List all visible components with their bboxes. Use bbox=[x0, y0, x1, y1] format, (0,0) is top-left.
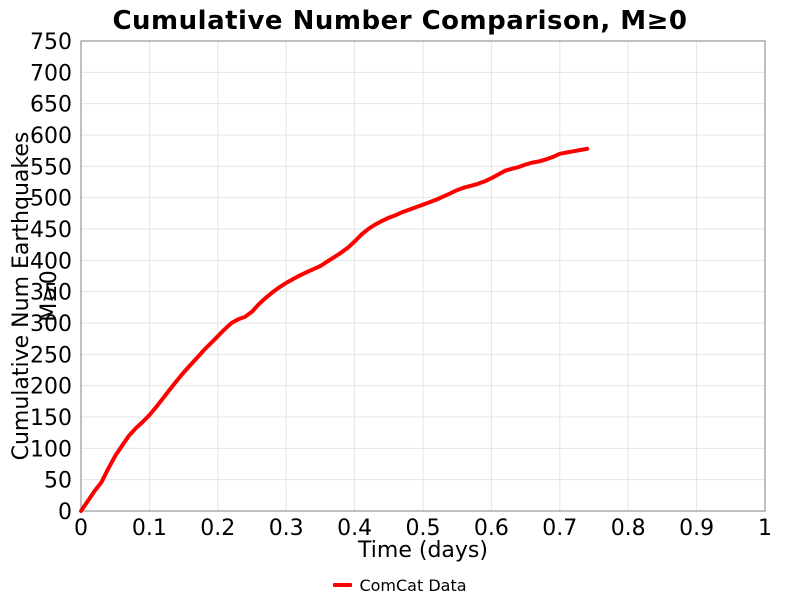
y-tick-label: 550 bbox=[30, 155, 72, 180]
y-tick-label: 300 bbox=[30, 312, 72, 337]
x-tick-label: 0.9 bbox=[679, 516, 714, 541]
x-tick-label: 0.1 bbox=[132, 516, 167, 541]
y-tick-label: 150 bbox=[30, 406, 72, 431]
y-tick-label: 50 bbox=[44, 469, 72, 494]
x-tick-label: 0.5 bbox=[406, 516, 441, 541]
y-tick-label: 700 bbox=[30, 61, 72, 86]
y-tick-label: 400 bbox=[30, 249, 72, 274]
y-tick-label: 250 bbox=[30, 343, 72, 368]
x-tick-label: 0.8 bbox=[611, 516, 646, 541]
x-tick-label: 0 bbox=[74, 516, 88, 541]
y-tick-label: 450 bbox=[30, 218, 72, 243]
y-tick-label: 200 bbox=[30, 375, 72, 400]
x-tick-label: 0.2 bbox=[200, 516, 235, 541]
x-tick-label: 0.3 bbox=[269, 516, 304, 541]
y-tick-label: 650 bbox=[30, 93, 72, 118]
x-tick-label: 1 bbox=[758, 516, 772, 541]
chart-title: Cumulative Number Comparison, M≥0 bbox=[112, 6, 688, 36]
x-axis-label: Time (days) bbox=[358, 538, 488, 563]
legend-label: ComCat Data bbox=[359, 575, 467, 595]
y-tick-label: 500 bbox=[30, 187, 72, 212]
x-tick-label: 0.6 bbox=[474, 516, 509, 541]
plot-border bbox=[80, 40, 766, 512]
y-tick-label: 350 bbox=[30, 281, 72, 306]
y-tick-label: 100 bbox=[30, 437, 72, 462]
y-tick-label: 600 bbox=[30, 124, 72, 149]
y-tick-label: 0 bbox=[58, 500, 72, 525]
data-line-comcat-data bbox=[79, 146, 590, 513]
y-axis-label: Cumulative Num Earthquakes M≥0 bbox=[9, 131, 62, 461]
legend-line-swatch bbox=[333, 583, 353, 587]
x-tick-label: 0.7 bbox=[542, 516, 577, 541]
x-tick-label: 0.4 bbox=[337, 516, 372, 541]
y-tick-label: 750 bbox=[30, 30, 72, 55]
legend: ComCat Data bbox=[0, 574, 800, 596]
